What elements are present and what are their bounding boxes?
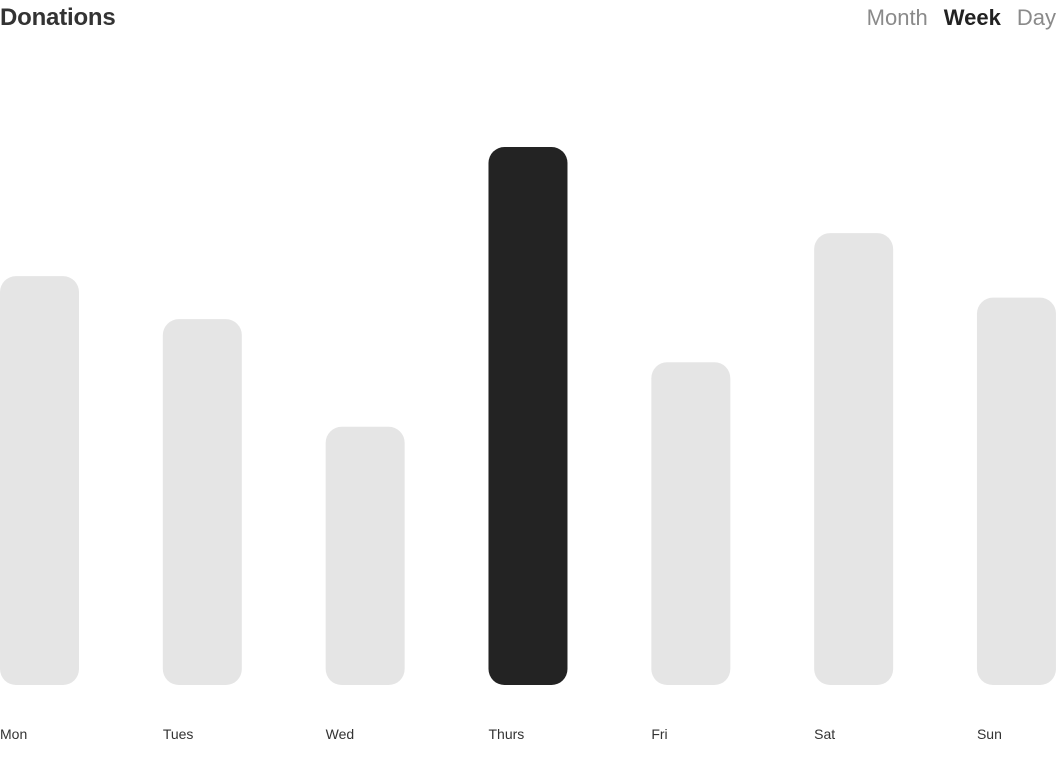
x-axis-labels: Mon Tues Wed Thurs Fri Sat Sun [0,726,1002,742]
bars-group [0,147,1056,685]
x-label-fri: Fri [651,726,667,742]
tab-month[interactable]: Month [866,5,928,30]
bar-sun[interactable] [976,297,1056,685]
bar-sat[interactable] [814,233,894,685]
tab-day[interactable]: Day [1016,5,1056,30]
chart-header: Donations Month Week Day [0,0,1056,40]
x-label-mon: Mon [0,726,27,742]
bar-mon[interactable] [0,276,79,685]
x-label-sun: Sun [977,726,1002,742]
bar-tues[interactable] [162,319,242,685]
x-label-thurs: Thurs [488,726,524,742]
x-label-tues: Tues [163,726,194,742]
bar-fri[interactable] [651,362,731,685]
bar-wed[interactable] [325,426,405,685]
tab-week[interactable]: Week [943,5,1001,30]
period-tabs: Month Week Day [867,3,1056,33]
chart-title: Donations [0,4,116,31]
x-label-sat: Sat [814,726,835,742]
x-label-wed: Wed [326,726,355,742]
bar-thurs[interactable] [488,147,568,685]
